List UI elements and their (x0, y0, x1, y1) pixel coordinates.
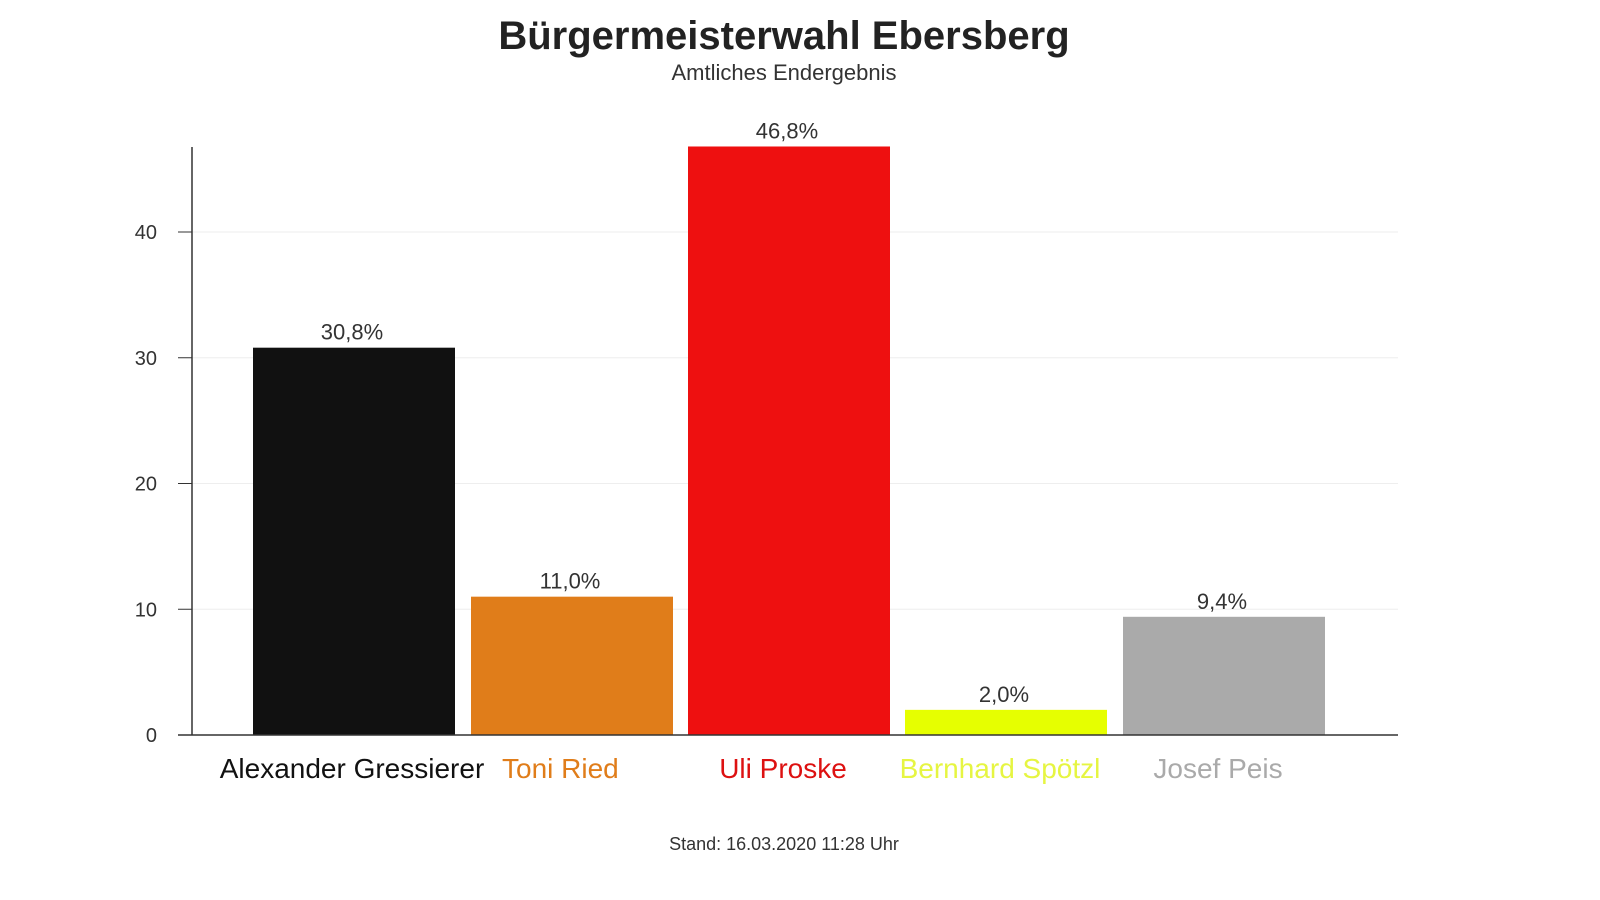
y-tick-label: 30 (135, 348, 157, 370)
bar-2 (688, 146, 890, 736)
data-label: 30,8% (321, 320, 383, 345)
bar-1 (471, 596, 673, 735)
category-label: Bernhard Spötzl (900, 753, 1101, 784)
bar-4 (1123, 616, 1325, 735)
data-label: 2,0% (979, 682, 1029, 707)
category-label: Alexander Gressierer (220, 753, 485, 784)
category-label: Toni Ried (502, 753, 619, 784)
y-tick-label: 40 (135, 222, 157, 244)
chart-subtitle: Amtliches Endergebnis (671, 60, 897, 85)
y-tick-label: 20 (135, 474, 157, 496)
data-label: 11,0% (540, 569, 601, 594)
category-label: Josef Peis (1153, 753, 1282, 784)
chart-title: Bürgermeisterwahl Ebersberg (498, 14, 1070, 58)
y-tick-label: 10 (135, 599, 157, 621)
bar-0 (253, 347, 455, 735)
y-tick-label: 0 (146, 725, 157, 747)
data-label: 46,8% (756, 118, 818, 143)
bar-3 (905, 709, 1107, 735)
timestamp-footer: Stand: 16.03.2020 11:28 Uhr (669, 834, 899, 854)
data-label: 9,4% (1197, 589, 1247, 614)
category-label: Uli Proske (719, 753, 847, 784)
